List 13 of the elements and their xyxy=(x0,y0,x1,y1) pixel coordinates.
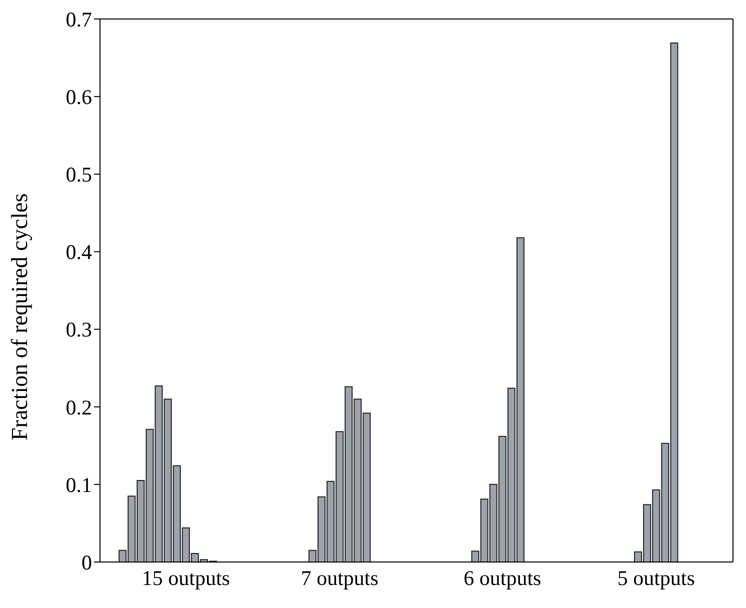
y-tick-label: 0.2 xyxy=(66,395,92,420)
x-tick-label: 5 outputs xyxy=(617,566,695,590)
y-tick-label: 0.5 xyxy=(66,162,92,187)
x-tick-label: 15 outputs xyxy=(142,566,230,590)
y-tick-label: 0.7 xyxy=(66,7,92,32)
x-tick-label: 6 outputs xyxy=(464,566,542,590)
x-tick-label: 7 outputs xyxy=(300,566,378,590)
y-tick-label: 0.6 xyxy=(66,85,92,110)
y-tick-label: 0 xyxy=(82,550,92,574)
y-axis-title: Fraction of required cycles xyxy=(7,193,32,440)
y-tick-label: 0.3 xyxy=(66,318,92,342)
y-tick-label: 0.1 xyxy=(66,472,92,497)
y-tick-label: 0.4 xyxy=(66,240,92,264)
